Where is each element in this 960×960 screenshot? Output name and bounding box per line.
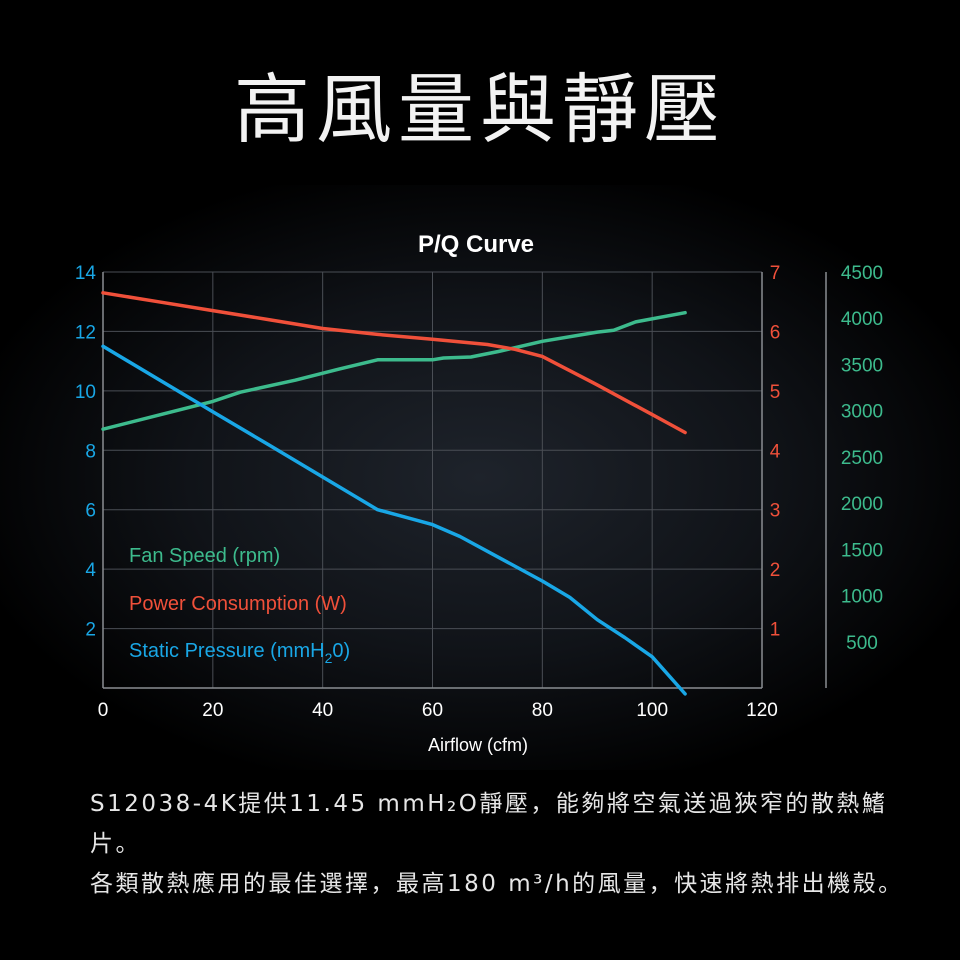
left-tick-label: 4 bbox=[85, 560, 96, 581]
left-tick-label: 2 bbox=[85, 620, 96, 641]
legend-entry: Fan Speed (rpm) bbox=[129, 545, 280, 567]
x-tick-label: 40 bbox=[312, 700, 333, 721]
right-outer-tick-label: 2500 bbox=[841, 448, 883, 469]
right-inner-tick-label: 2 bbox=[770, 560, 781, 581]
left-tick-label: 10 bbox=[75, 382, 96, 403]
page-title: 高風量與靜壓 bbox=[234, 65, 726, 154]
x-tick-label: 20 bbox=[202, 700, 223, 721]
x-tick-label: 100 bbox=[636, 700, 668, 721]
grid bbox=[103, 271, 762, 688]
x-tick-label: 0 bbox=[98, 700, 109, 721]
caption: S12038-4K提供11.45 mmH₂O靜壓，能夠將空氣送過狹窄的散熱鰭片。… bbox=[90, 784, 930, 904]
right-inner-tick-label: 1 bbox=[770, 620, 781, 641]
legend-entry: Static Pressure (mmH20) bbox=[129, 640, 350, 666]
legend: Fan Speed (rpm) Power Consumption (W) Stat… bbox=[129, 545, 350, 666]
series-lines bbox=[101, 291, 687, 696]
right-inner-tick-label: 3 bbox=[770, 501, 781, 522]
right-outer-tick-label: 2000 bbox=[841, 494, 883, 515]
right-outer-tick-label: 3500 bbox=[841, 355, 883, 376]
right-outer-tick-label: 1500 bbox=[841, 540, 883, 561]
right-outer-tick-label: 4000 bbox=[841, 309, 883, 330]
legend-entry: Power Consumption (W) bbox=[129, 593, 347, 615]
x-axis-label: Airflow (cfm) bbox=[428, 735, 528, 755]
right-outer-tick-label: 500 bbox=[846, 633, 878, 654]
caption-line-1: S12038-4K提供11.45 mmH₂O靜壓，能夠將空氣送過狹窄的散熱鰭片。 bbox=[90, 791, 888, 857]
series-line bbox=[101, 344, 687, 696]
left-tick-label: 8 bbox=[85, 441, 96, 462]
right-inner-tick-label: 7 bbox=[770, 263, 781, 284]
series-line bbox=[101, 310, 687, 431]
series-line bbox=[101, 291, 687, 435]
left-tick-label: 12 bbox=[75, 322, 96, 343]
right-outer-tick-label: 1000 bbox=[841, 587, 883, 608]
right-inner-tick-label: 4 bbox=[770, 441, 781, 462]
x-tick-label: 80 bbox=[532, 700, 553, 721]
right-inner-tick-label: 6 bbox=[770, 322, 781, 343]
right-inner-tick-label: 5 bbox=[770, 382, 781, 403]
caption-line-2: 各類散熱應用的最佳選擇，最高180 m³/h的風量，快速將熱排出機殼。 bbox=[90, 871, 904, 897]
chart-title: P/Q Curve bbox=[418, 231, 534, 258]
left-tick-label: 14 bbox=[75, 263, 97, 284]
chart-background bbox=[0, 185, 960, 770]
x-tick-label: 60 bbox=[422, 700, 443, 721]
x-tick-label: 120 bbox=[746, 700, 778, 721]
right-outer-tick-label: 4500 bbox=[841, 263, 883, 284]
axes: 0 20 40 60 80 100 1202468101214123456750010001… bbox=[75, 263, 883, 721]
right-outer-tick-label: 3000 bbox=[841, 402, 883, 423]
left-tick-label: 6 bbox=[85, 501, 96, 522]
